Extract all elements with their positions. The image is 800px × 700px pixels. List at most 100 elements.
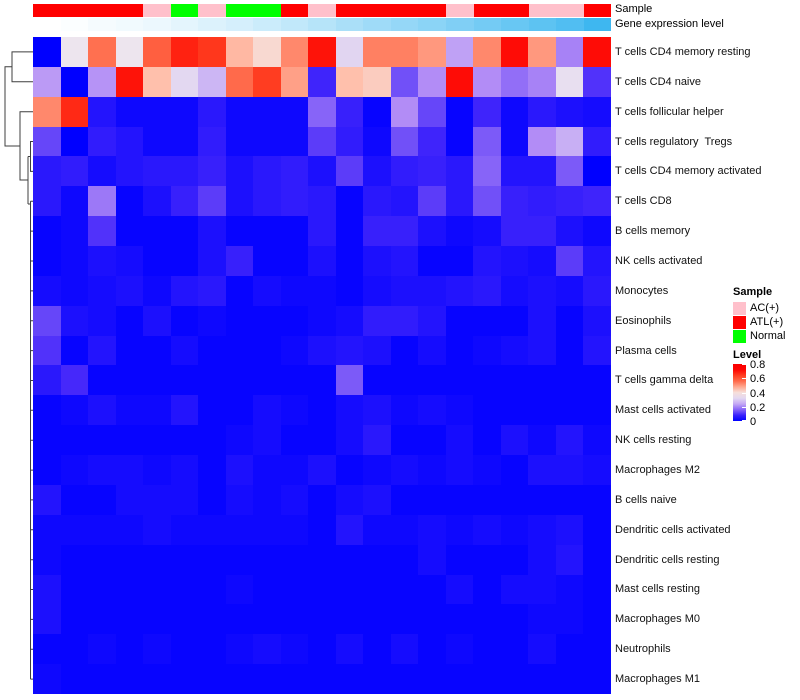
heatmap-cell [473, 395, 501, 426]
heatmap-cell [583, 126, 611, 157]
heatmap-cell [363, 126, 391, 157]
heatmap-cell [528, 544, 556, 575]
heatmap-cell [500, 395, 529, 426]
heatmap-cell [143, 604, 171, 635]
gene-expression-annotation-cell [170, 18, 199, 31]
heatmap-cell [473, 126, 501, 157]
heatmap-cell [445, 574, 474, 605]
heatmap-cell [418, 365, 446, 396]
heatmap-cell [555, 395, 584, 426]
heatmap-cell [198, 484, 226, 515]
sample-annotation-cell [308, 4, 336, 17]
row-dendrogram [4, 51, 33, 680]
heatmap-cell [143, 216, 171, 247]
heatmap-cell [390, 455, 419, 485]
heatmap-cell [170, 37, 199, 67]
gene-expression-annotation-cell [528, 18, 557, 31]
heatmap-cell [143, 425, 171, 456]
level-tick-label: 0.6 [750, 373, 766, 385]
heatmap-cell [198, 216, 226, 247]
heatmap-cell [445, 126, 474, 157]
heatmap-cell [583, 365, 611, 396]
heatmap-cell [225, 634, 254, 665]
heatmap-cell [555, 455, 584, 485]
heatmap-cell [528, 66, 556, 97]
heatmap-cell [363, 544, 391, 575]
heatmap-cell [280, 96, 309, 127]
heatmap-cell [88, 37, 116, 67]
heatmap-cell [115, 395, 144, 426]
heatmap-cell [528, 216, 556, 247]
heatmap-cell [60, 246, 89, 276]
sample-annotation-cell [473, 4, 502, 17]
heatmap-cell [88, 216, 116, 247]
heatmap-cell [60, 335, 89, 366]
gene-expression-annotation-cell [308, 18, 336, 31]
heatmap-cell [500, 305, 529, 336]
dendrogram-branch [11, 51, 33, 83]
gene-expression-annotation-cell [445, 18, 474, 31]
heatmap-cell [60, 514, 89, 545]
heatmap-cell [445, 335, 474, 366]
heatmap-cell [363, 186, 391, 217]
heatmap-cell [473, 275, 501, 306]
heatmap-cell [445, 455, 474, 485]
heatmap-cell [528, 484, 556, 515]
heatmap-cell [198, 246, 226, 276]
heatmap-cell [253, 484, 281, 515]
heatmap-cell [225, 484, 254, 515]
heatmap-cell [363, 634, 391, 665]
heatmap-cell [280, 574, 309, 605]
heatmap-cell [225, 365, 254, 396]
heatmap-cell [198, 335, 226, 366]
heatmap-cell [418, 216, 446, 247]
heatmap-cell [225, 335, 254, 366]
heatmap-cell [60, 186, 89, 217]
heatmap-cell [143, 37, 171, 67]
heatmap-cell [88, 365, 116, 396]
level-tick [742, 407, 746, 408]
heatmap-cell [500, 484, 529, 515]
heatmap-cell [473, 37, 501, 67]
heatmap-cell [363, 305, 391, 336]
heatmap-cell [225, 186, 254, 217]
heatmap-cell [280, 66, 309, 97]
heatmap-cell [170, 664, 199, 694]
heatmap-cell [308, 604, 336, 635]
heatmap-cell [363, 664, 391, 694]
heatmap-cell [528, 455, 556, 485]
heatmap-cell [253, 37, 281, 67]
heatmap-cell [33, 365, 61, 396]
heatmap-cell [308, 634, 336, 665]
heatmap-cell [418, 544, 446, 575]
heatmap-cell [555, 544, 584, 575]
heatmap-cell [583, 335, 611, 366]
heatmap-cell [528, 305, 556, 336]
heatmap-cell [555, 37, 584, 67]
gene-expression-annotation-cell [473, 18, 502, 31]
gene-expression-annotation-label: Gene expression level [615, 18, 724, 30]
heatmap-cell [33, 634, 61, 665]
heatmap-cell [390, 156, 419, 187]
heatmap-cell [115, 66, 144, 97]
legend-sample-item: ATL(+) [733, 315, 799, 329]
heatmap-cell [555, 246, 584, 276]
heatmap-cell [528, 425, 556, 456]
heatmap-cell [390, 186, 419, 217]
heatmap-cell [418, 246, 446, 276]
heatmap-cell [33, 66, 61, 97]
heatmap-cell [88, 544, 116, 575]
sample-annotation-cell [143, 4, 171, 17]
heatmap-cell [198, 37, 226, 67]
heatmap-cell [225, 156, 254, 187]
heatmap-cell [33, 96, 61, 127]
heatmap-cell [445, 305, 474, 336]
heatmap-cell [33, 216, 61, 247]
heatmap-cell [528, 156, 556, 187]
heatmap-cell [583, 425, 611, 456]
heatmap-cell [225, 574, 254, 605]
heatmap-cell [473, 514, 501, 545]
heatmap-cell [198, 305, 226, 336]
heatmap-cell [225, 216, 254, 247]
